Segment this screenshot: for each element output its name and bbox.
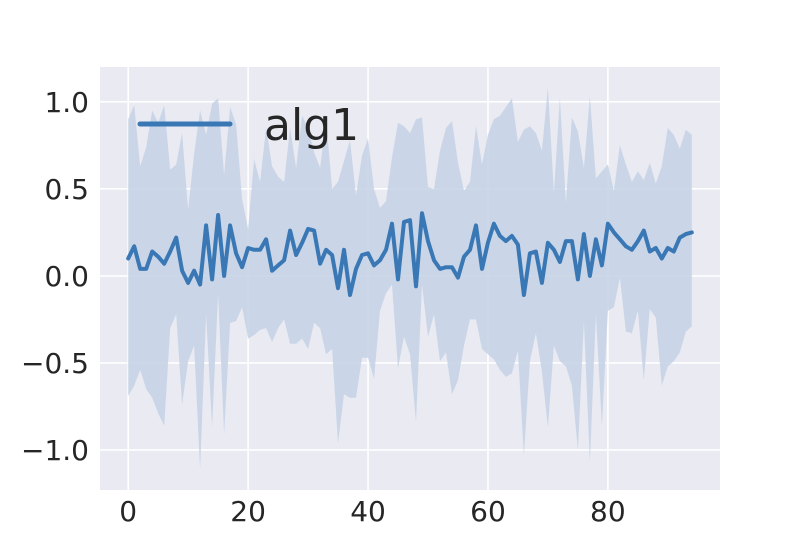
y-axis-ticks: −1.0 −0.5 0.0 0.5 1.0	[21, 86, 89, 467]
y-tick-label: 0.5	[44, 173, 89, 206]
x-tick-label: 60	[470, 495, 506, 528]
legend-label-alg1: alg1	[264, 100, 359, 151]
confidence-band	[128, 87, 692, 470]
x-tick-label: 20	[230, 495, 266, 528]
series-line-alg1	[126, 211, 694, 297]
y-tick-label: −0.5	[21, 347, 89, 380]
x-tick-label: 40	[350, 495, 386, 528]
x-tick-label: 0	[119, 495, 137, 528]
x-tick-label: 80	[590, 495, 626, 528]
y-tick-label: 1.0	[44, 86, 89, 119]
y-tick-label: 0.0	[44, 260, 89, 293]
y-tick-label: −1.0	[21, 434, 89, 467]
x-axis-ticks: 0 20 40 60 80	[119, 495, 625, 528]
legend: alg1	[137, 100, 359, 151]
